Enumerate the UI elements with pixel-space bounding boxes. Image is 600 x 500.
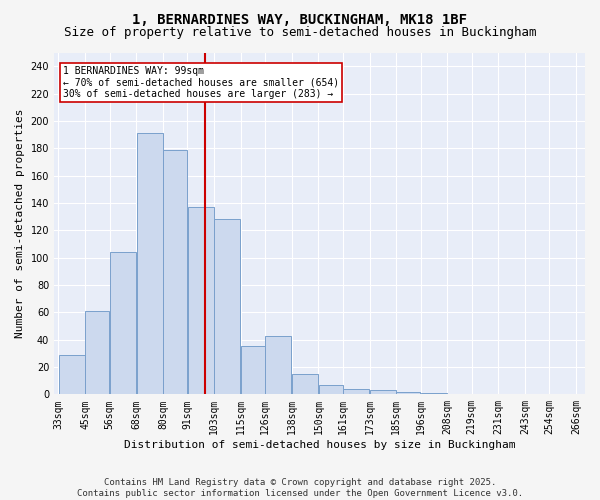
Text: Size of property relative to semi-detached houses in Buckingham: Size of property relative to semi-detach…: [64, 26, 536, 39]
Bar: [85, 311, 109, 394]
Bar: [370, 390, 396, 394]
Y-axis label: Number of semi-detached properties: Number of semi-detached properties: [15, 108, 25, 338]
Bar: [265, 336, 292, 394]
Bar: [214, 220, 241, 394]
Bar: [397, 392, 420, 394]
Bar: [163, 150, 187, 394]
Bar: [241, 346, 265, 395]
Bar: [59, 354, 85, 395]
Bar: [188, 207, 214, 394]
Bar: [319, 385, 343, 394]
Bar: [343, 389, 369, 394]
X-axis label: Distribution of semi-detached houses by size in Buckingham: Distribution of semi-detached houses by …: [124, 440, 515, 450]
Bar: [421, 393, 447, 394]
Bar: [110, 252, 136, 394]
Bar: [137, 133, 163, 394]
Text: Contains HM Land Registry data © Crown copyright and database right 2025.
Contai: Contains HM Land Registry data © Crown c…: [77, 478, 523, 498]
Text: 1 BERNARDINES WAY: 99sqm
← 70% of semi-detached houses are smaller (654)
30% of : 1 BERNARDINES WAY: 99sqm ← 70% of semi-d…: [63, 66, 339, 100]
Text: 1, BERNARDINES WAY, BUCKINGHAM, MK18 1BF: 1, BERNARDINES WAY, BUCKINGHAM, MK18 1BF: [133, 12, 467, 26]
Bar: [292, 374, 318, 394]
